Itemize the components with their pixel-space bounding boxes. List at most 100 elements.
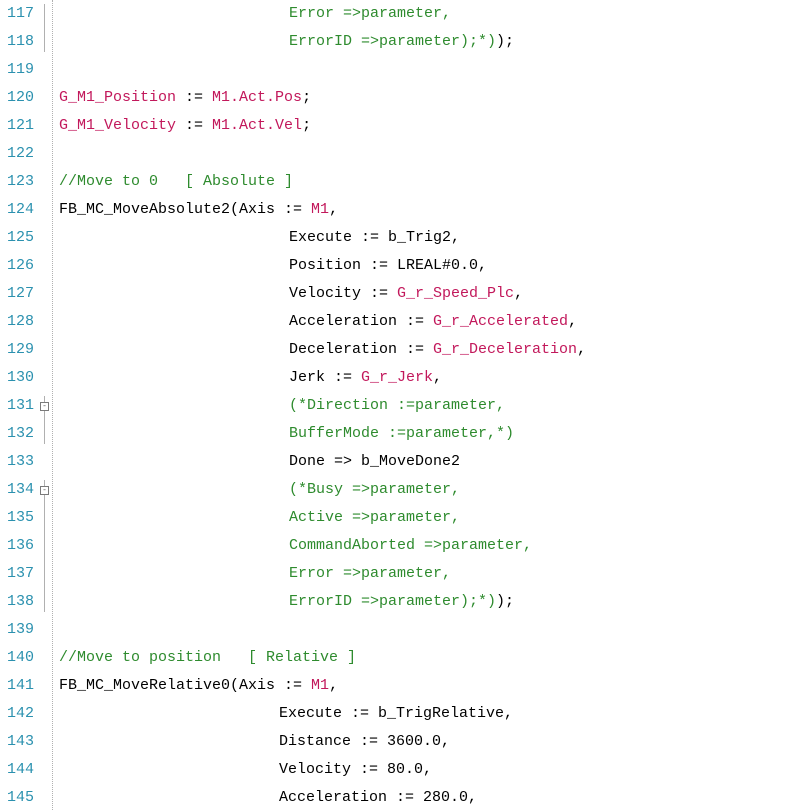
code-line[interactable]: G_M1_Velocity := M1.Act.Vel;: [59, 112, 796, 140]
line-number-column: 1171181191201211221231241251261271281291…: [0, 0, 38, 811]
line-number: 145: [0, 784, 34, 811]
code-line[interactable]: Execute := b_Trig2,: [59, 224, 796, 252]
line-number: 122: [0, 140, 34, 168]
text-token: ,: [514, 285, 523, 302]
text-token: :=: [176, 117, 212, 134]
text-token: ,: [568, 313, 577, 330]
line-number: 141: [0, 672, 34, 700]
line-number: 129: [0, 336, 34, 364]
identifier-token: M1.Act.Pos: [212, 89, 302, 106]
fold-guide: [44, 4, 45, 52]
text-token: );: [496, 593, 514, 610]
text-token: Acceleration := 280.0,: [279, 789, 477, 806]
code-line[interactable]: [59, 140, 796, 168]
text-token: Position := LREAL#0.0,: [289, 257, 487, 274]
identifier-token: M1: [311, 201, 329, 218]
line-number: 136: [0, 532, 34, 560]
line-number: 133: [0, 448, 34, 476]
code-line[interactable]: Error =>parameter,: [59, 0, 796, 28]
comment-token: BufferMode :=parameter,*): [289, 425, 514, 442]
identifier-token: G_M1_Position: [59, 89, 176, 106]
code-editor: 1171181191201211221231241251261271281291…: [0, 0, 796, 811]
code-area[interactable]: Error =>parameter, ErrorID =>parameter);*…: [53, 0, 796, 811]
text-token: Velocity := 80.0,: [279, 761, 432, 778]
text-token: FB_MC_MoveRelative0(Axis :=: [59, 677, 311, 694]
fold-toggle-icon[interactable]: -: [40, 486, 49, 495]
identifier-token: M1.Act.Vel: [212, 117, 302, 134]
code-line[interactable]: (*Busy =>parameter,: [59, 476, 796, 504]
fold-column: --: [38, 0, 52, 811]
code-line[interactable]: //Move to 0 [ Absolute ]: [59, 168, 796, 196]
line-number: 144: [0, 756, 34, 784]
comment-token: Active =>parameter,: [289, 509, 460, 526]
code-line[interactable]: FB_MC_MoveAbsolute2(Axis := M1,: [59, 196, 796, 224]
line-number: 131: [0, 392, 34, 420]
fold-toggle-icon[interactable]: -: [40, 402, 49, 411]
line-number: 119: [0, 56, 34, 84]
line-number: 124: [0, 196, 34, 224]
comment-token: (*Direction :=parameter,: [289, 397, 505, 414]
text-token: );: [496, 33, 514, 50]
line-number: 125: [0, 224, 34, 252]
code-line[interactable]: [59, 616, 796, 644]
line-number: 123: [0, 168, 34, 196]
text-token: Execute := b_Trig2,: [289, 229, 460, 246]
code-line[interactable]: ErrorID =>parameter);*));: [59, 588, 796, 616]
identifier-token: G_r_Speed_Plc: [397, 285, 514, 302]
text-token: ,: [329, 201, 338, 218]
text-token: ;: [302, 89, 311, 106]
code-line[interactable]: Error =>parameter,: [59, 560, 796, 588]
text-token: Distance := 3600.0,: [279, 733, 450, 750]
line-number: 142: [0, 700, 34, 728]
line-number: 143: [0, 728, 34, 756]
code-line[interactable]: Velocity := G_r_Speed_Plc,: [59, 280, 796, 308]
identifier-token: M1: [311, 677, 329, 694]
identifier-token: G_r_Accelerated: [433, 313, 568, 330]
code-line[interactable]: Velocity := 80.0,: [59, 756, 796, 784]
line-number: 132: [0, 420, 34, 448]
comment-token: //Move to position [ Relative ]: [59, 649, 356, 666]
text-token: Velocity :=: [289, 285, 397, 302]
code-line[interactable]: //Move to position [ Relative ]: [59, 644, 796, 672]
code-line[interactable]: Acceleration := 280.0,: [59, 784, 796, 811]
comment-token: //Move to 0 [ Absolute ]: [59, 173, 293, 190]
text-token: FB_MC_MoveAbsolute2(Axis :=: [59, 201, 311, 218]
line-number: 121: [0, 112, 34, 140]
identifier-token: G_M1_Velocity: [59, 117, 176, 134]
code-line[interactable]: Active =>parameter,: [59, 504, 796, 532]
line-number: 130: [0, 364, 34, 392]
comment-token: Error =>parameter,: [289, 565, 451, 582]
text-token: :=: [176, 89, 212, 106]
code-line[interactable]: Execute := b_TrigRelative,: [59, 700, 796, 728]
comment-token: CommandAborted =>parameter,: [289, 537, 532, 554]
code-line[interactable]: Acceleration := G_r_Accelerated,: [59, 308, 796, 336]
line-number: 126: [0, 252, 34, 280]
code-line[interactable]: Distance := 3600.0,: [59, 728, 796, 756]
line-number: 120: [0, 84, 34, 112]
code-line[interactable]: BufferMode :=parameter,*): [59, 420, 796, 448]
code-line[interactable]: G_M1_Position := M1.Act.Pos;: [59, 84, 796, 112]
line-number: 140: [0, 644, 34, 672]
comment-token: ErrorID =>parameter);*): [289, 593, 496, 610]
text-token: Done => b_MoveDone2: [289, 453, 460, 470]
code-line[interactable]: [59, 56, 796, 84]
code-line[interactable]: ErrorID =>parameter);*));: [59, 28, 796, 56]
line-number: 138: [0, 588, 34, 616]
line-number: 139: [0, 616, 34, 644]
code-line[interactable]: FB_MC_MoveRelative0(Axis := M1,: [59, 672, 796, 700]
comment-token: Error =>parameter,: [289, 5, 451, 22]
text-token: ,: [433, 369, 442, 386]
comment-token: ErrorID =>parameter);*): [289, 33, 496, 50]
line-number: 117: [0, 0, 34, 28]
code-line[interactable]: (*Direction :=parameter,: [59, 392, 796, 420]
code-line[interactable]: Deceleration := G_r_Deceleration,: [59, 336, 796, 364]
line-number: 127: [0, 280, 34, 308]
code-line[interactable]: Position := LREAL#0.0,: [59, 252, 796, 280]
text-token: Acceleration :=: [289, 313, 433, 330]
code-line[interactable]: Jerk := G_r_Jerk,: [59, 364, 796, 392]
line-number: 135: [0, 504, 34, 532]
code-line[interactable]: CommandAborted =>parameter,: [59, 532, 796, 560]
code-line[interactable]: Done => b_MoveDone2: [59, 448, 796, 476]
text-token: ;: [302, 117, 311, 134]
identifier-token: G_r_Jerk: [361, 369, 433, 386]
